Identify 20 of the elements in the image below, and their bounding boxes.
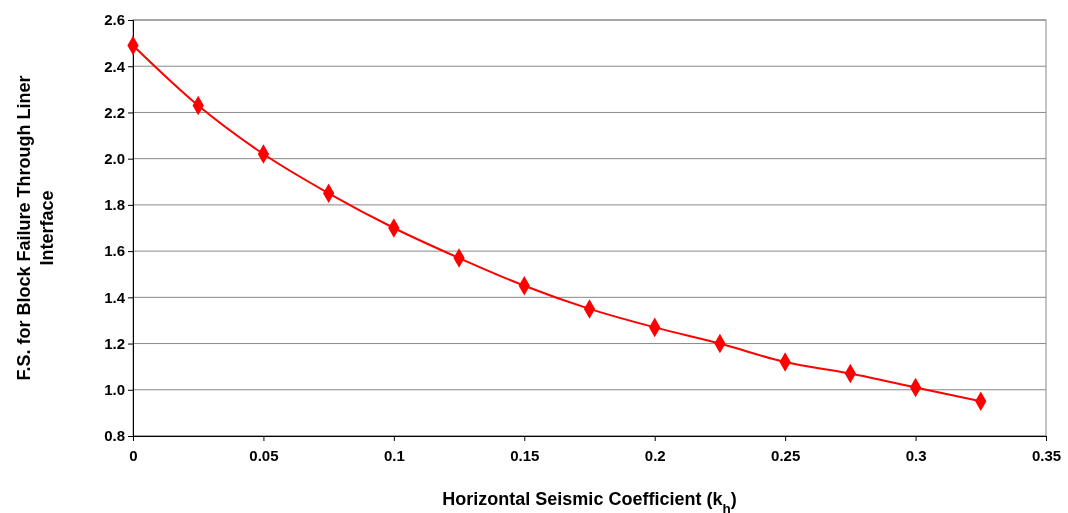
x-tick-label: 0.15 bbox=[510, 446, 540, 464]
y-tick-label: 0.8 bbox=[104, 427, 125, 445]
y-tick-label: 2.6 bbox=[104, 11, 125, 29]
y-tick-label: 2.0 bbox=[104, 149, 125, 167]
y-tick-label: 1.0 bbox=[104, 381, 125, 399]
x-tick-label: 0.35 bbox=[1031, 446, 1062, 464]
y-tick-label: 2.4 bbox=[104, 57, 126, 75]
x-axis-title: Horizontal Seismic Coefficient (k$_{h}$) bbox=[442, 489, 737, 513]
x-tick-label: 0.25 bbox=[771, 446, 801, 464]
x-tick-label: 0.1 bbox=[383, 446, 405, 464]
x-tick-label: 0.3 bbox=[905, 446, 927, 464]
y-axis-title: F.S. for Block Failure Through Liner Interface bbox=[14, 75, 58, 381]
y-tick-label: 2.2 bbox=[104, 103, 125, 121]
y-tick-label: 1.4 bbox=[104, 288, 126, 306]
x-tick-label: 0 bbox=[129, 446, 138, 464]
y-tick-label: 1.6 bbox=[104, 242, 125, 260]
y-tick-label: 1.8 bbox=[104, 196, 125, 214]
x-tick-label: 0.2 bbox=[644, 446, 666, 464]
y-tick-label: 1.2 bbox=[104, 334, 125, 352]
x-tick-label: 0.05 bbox=[249, 446, 279, 464]
